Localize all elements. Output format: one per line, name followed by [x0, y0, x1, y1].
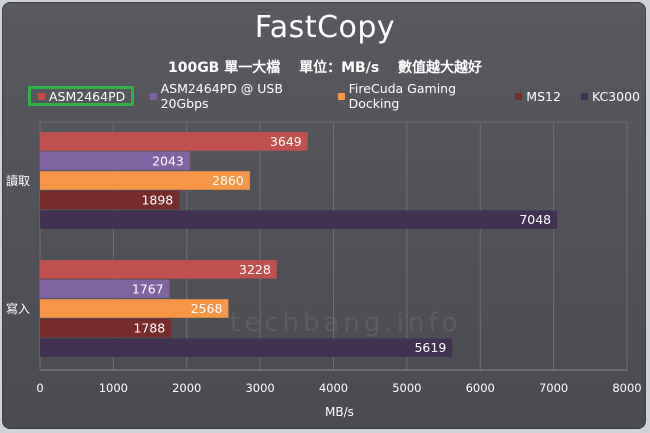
legend-swatch-0 — [38, 92, 45, 100]
x-tick-label-6: 6000 — [466, 381, 495, 395]
x-tick-label-5: 5000 — [392, 381, 421, 395]
bar-label-1-3: 1788 — [133, 321, 165, 336]
bar-1-3 — [40, 318, 172, 338]
bar-label-0-1: 2043 — [152, 153, 184, 168]
legend-item-1: ASM2464PD @ USB 20Gbps — [140, 81, 320, 111]
bar-label-0-4: 7048 — [519, 212, 551, 227]
legend-label-4: KC3000 — [591, 88, 640, 104]
chart-title: FastCopy — [254, 10, 396, 45]
category-label-1: 寫入 — [6, 301, 30, 316]
legend-item-0: ASM2464PD — [28, 86, 135, 106]
x-axis-label: MB/s — [325, 405, 354, 419]
legend: ASM2464PD ASM2464PD @ USB 20Gbps FireCud… — [28, 81, 650, 111]
legend-item-3: MS12 — [505, 86, 563, 106]
bar-label-0-2: 2860 — [212, 173, 244, 188]
watermark: techbang.info — [230, 308, 462, 338]
legend-label-3: MS12 — [526, 88, 561, 104]
bar-label-0-0: 3649 — [270, 134, 302, 149]
legend-item-4: KC3000 — [571, 86, 642, 106]
legend-swatch-2 — [338, 92, 345, 100]
bar-1-4 — [40, 338, 453, 357]
category-label-0: 讀取 — [6, 174, 30, 188]
bar-1-2 — [40, 299, 229, 318]
x-tick-label-0: 0 — [36, 381, 43, 395]
legend-item-2: FireCuda Gaming Docking — [328, 81, 497, 111]
legend-swatch-1 — [150, 92, 157, 100]
x-tick-label-4: 4000 — [319, 381, 348, 395]
legend-label-2: FireCuda Gaming Docking — [348, 81, 457, 111]
bar-label-1-0: 3228 — [239, 262, 271, 277]
chart-subtitle: 100GB 單一大檔 單位：MB/s 數值越大越好 — [167, 60, 483, 76]
bar-label-1-2: 2568 — [191, 301, 223, 316]
x-tick-label-7: 7000 — [539, 381, 568, 395]
bar-0-2 — [40, 171, 250, 190]
bar-1-1 — [40, 279, 170, 299]
bar-0-3 — [40, 190, 180, 210]
bar-label-1-4: 5619 — [414, 340, 446, 355]
bar-1-0 — [40, 260, 277, 279]
x-tick-label-1: 1000 — [99, 381, 128, 395]
bar-label-0-3: 1898 — [141, 193, 173, 208]
bar-0-0 — [40, 132, 308, 151]
bar-0-4 — [40, 210, 558, 229]
x-tick-label-3: 3000 — [245, 381, 274, 395]
legend-label-1: ASM2464PD @ USB 20Gbps — [160, 81, 283, 111]
bar-0-1 — [40, 151, 190, 171]
legend-swatch-3 — [515, 92, 523, 100]
legend-swatch-4 — [580, 92, 588, 100]
x-tick-label-2: 2000 — [172, 381, 201, 395]
legend-label-0: ASM2464PD — [49, 88, 126, 104]
x-tick-label-8: 8000 — [612, 381, 641, 395]
bar-label-1-1: 1767 — [132, 281, 164, 296]
